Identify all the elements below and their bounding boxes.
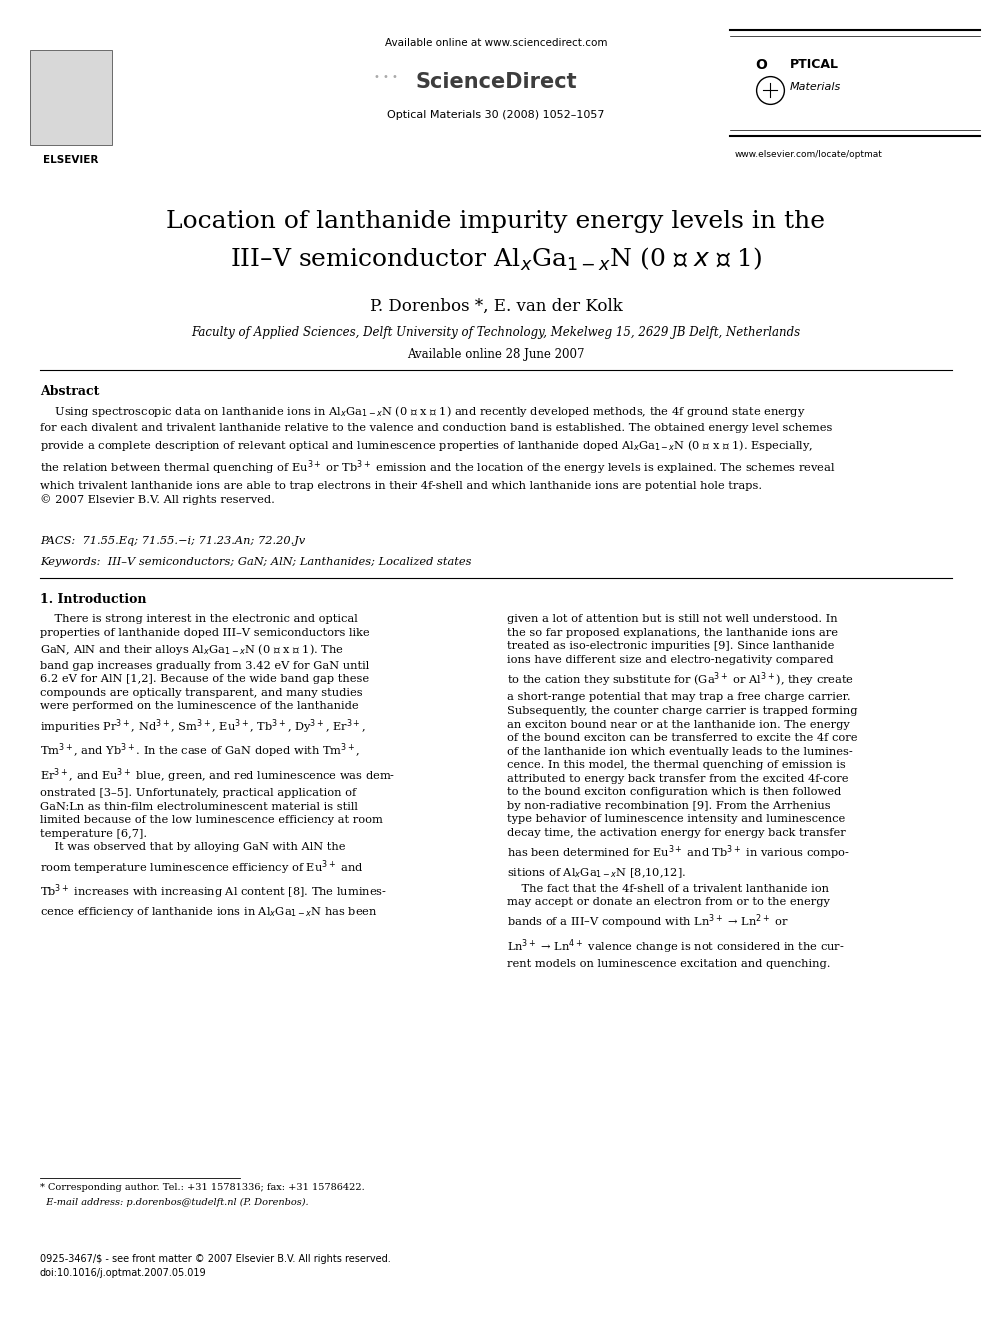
Text: PACS:  71.55.Eq; 71.55.−i; 71.23.An; 72.20.Jv: PACS: 71.55.Eq; 71.55.−i; 71.23.An; 72.2… <box>40 536 305 546</box>
Text: There is strong interest in the electronic and optical
properties of lanthanide : There is strong interest in the electron… <box>40 614 395 919</box>
Text: ELSEVIER: ELSEVIER <box>44 155 98 165</box>
Text: ScienceDirect: ScienceDirect <box>416 71 576 93</box>
Text: Abstract: Abstract <box>40 385 99 398</box>
Text: O: O <box>755 58 767 71</box>
Text: Using spectroscopic data on lanthanide ions in Al$_x$Ga$_{1-x}$N (0 ⩽ x ⩽ 1) and: Using spectroscopic data on lanthanide i… <box>40 404 835 505</box>
Text: www.elsevier.com/locate/optmat: www.elsevier.com/locate/optmat <box>735 149 883 159</box>
Text: Faculty of Applied Sciences, Delft University of Technology, Mekelweg 15, 2629 J: Faculty of Applied Sciences, Delft Unive… <box>191 325 801 339</box>
Text: E-mail address: p.dorenbos@tudelft.nl (P. Dorenbos).: E-mail address: p.dorenbos@tudelft.nl (P… <box>40 1199 309 1207</box>
Text: PTICAL: PTICAL <box>790 58 839 71</box>
Text: • • •: • • • <box>374 71 398 82</box>
Text: * Corresponding author. Tel.: +31 15781336; fax: +31 15786422.: * Corresponding author. Tel.: +31 157813… <box>40 1183 364 1192</box>
Text: Location of lanthanide impurity energy levels in the: Location of lanthanide impurity energy l… <box>167 210 825 233</box>
FancyBboxPatch shape <box>30 50 112 146</box>
Text: Keywords:  III–V semiconductors; GaN; AlN; Lanthanides; Localized states: Keywords: III–V semiconductors; GaN; AlN… <box>40 557 471 568</box>
Text: given a lot of attention but is still not well understood. In
the so far propose: given a lot of attention but is still no… <box>507 614 857 970</box>
Text: 0925-3467/$ - see front matter © 2007 Elsevier B.V. All rights reserved.: 0925-3467/$ - see front matter © 2007 El… <box>40 1254 391 1263</box>
Text: Available online at www.sciencedirect.com: Available online at www.sciencedirect.co… <box>385 38 607 48</box>
Text: Materials: Materials <box>790 82 841 93</box>
Text: P. Dorenbos *, E. van der Kolk: P. Dorenbos *, E. van der Kolk <box>370 298 622 315</box>
Text: doi:10.1016/j.optmat.2007.05.019: doi:10.1016/j.optmat.2007.05.019 <box>40 1267 206 1278</box>
Text: III–V semiconductor Al$_x$Ga$_{1-x}$N (0 ⩽ $x$ ⩽ 1): III–V semiconductor Al$_x$Ga$_{1-x}$N (0… <box>230 246 762 274</box>
Text: 1. Introduction: 1. Introduction <box>40 593 146 606</box>
Text: Available online 28 June 2007: Available online 28 June 2007 <box>408 348 584 361</box>
Text: Optical Materials 30 (2008) 1052–1057: Optical Materials 30 (2008) 1052–1057 <box>387 110 605 120</box>
